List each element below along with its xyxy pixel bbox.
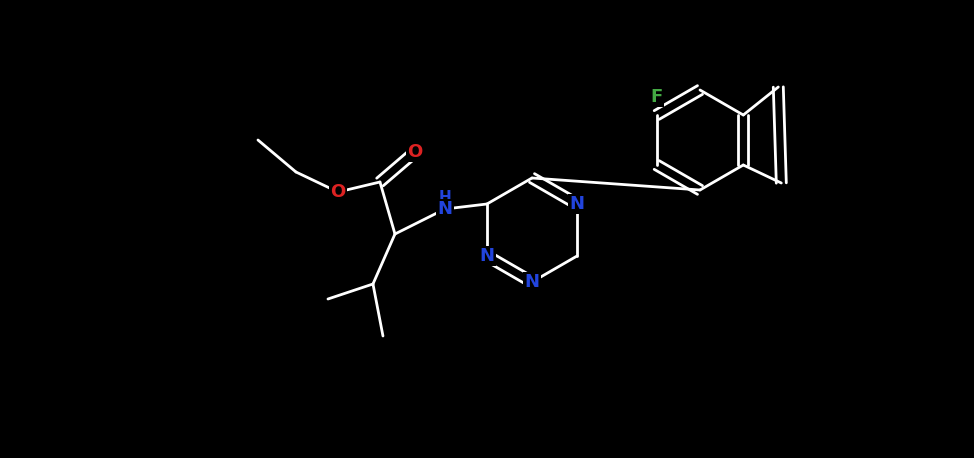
Text: N: N	[437, 200, 453, 218]
Text: N: N	[479, 247, 495, 265]
Text: F: F	[651, 88, 663, 106]
Text: O: O	[330, 183, 346, 201]
Text: N: N	[525, 273, 540, 291]
Text: O: O	[407, 143, 423, 161]
Text: H: H	[438, 190, 451, 205]
Text: N: N	[570, 195, 584, 213]
